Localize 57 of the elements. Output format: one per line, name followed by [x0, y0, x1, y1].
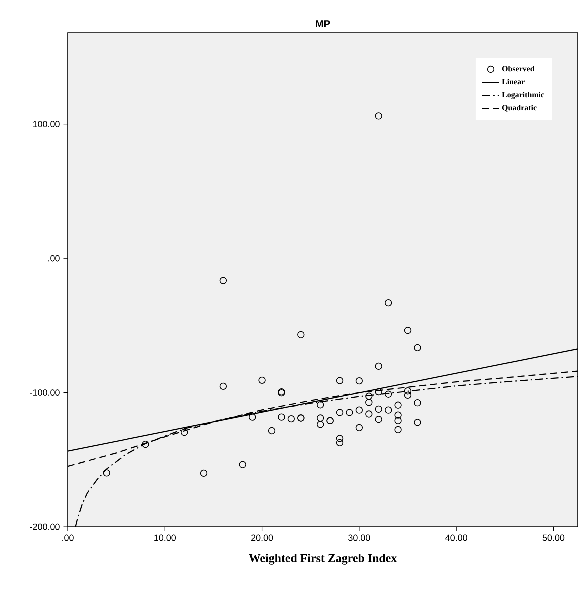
point: [288, 415, 296, 423]
point: [404, 392, 412, 400]
y-tick-label: -200.00: [30, 524, 60, 530]
y-tick-label: -100.00: [30, 390, 60, 396]
point: [258, 376, 266, 384]
point: [375, 416, 382, 424]
point: [375, 112, 382, 120]
point: [375, 406, 382, 413]
point: [384, 390, 392, 398]
point: [316, 402, 324, 409]
point: [142, 440, 150, 448]
point: [366, 399, 373, 406]
point: [336, 435, 344, 442]
point: [316, 414, 324, 422]
point: [336, 439, 344, 447]
point: [414, 400, 422, 407]
point: [414, 419, 422, 426]
point: [248, 414, 256, 421]
point: [268, 427, 276, 435]
point: [414, 344, 422, 352]
point: [356, 424, 364, 432]
point: [239, 461, 246, 468]
chart-title: MP: [316, 20, 330, 28]
point: [394, 412, 402, 419]
point: [356, 406, 364, 414]
x-tick-label: 40.00: [446, 534, 468, 542]
point: [366, 392, 373, 400]
point: [404, 388, 412, 395]
point: [220, 277, 228, 284]
point: [375, 388, 382, 396]
x-tick-label: 50.00: [542, 534, 565, 542]
x-axis-title: Weighted First Zagreb Index: [249, 554, 398, 565]
point: [278, 414, 286, 421]
point: [180, 429, 188, 436]
point: [394, 426, 402, 434]
point: [384, 300, 392, 307]
point: [404, 327, 412, 334]
point: [366, 410, 373, 418]
y-tick-label: 100.00: [33, 121, 60, 128]
y-tick-label: .00: [48, 255, 60, 262]
point: [103, 470, 110, 477]
point: [220, 382, 228, 390]
point: [384, 406, 392, 414]
point: [336, 377, 344, 384]
x-tick-label: 20.00: [252, 534, 274, 542]
point: [336, 409, 344, 416]
point: [200, 470, 208, 478]
x-tick-label: 30.00: [348, 534, 370, 542]
point: [394, 402, 402, 409]
point: [375, 362, 382, 370]
x-tick-label: 10.00: [154, 534, 176, 542]
x-tick-label: .00: [62, 534, 74, 542]
point: [346, 409, 354, 416]
point: [298, 331, 305, 338]
point: [356, 377, 364, 385]
point: [316, 421, 324, 428]
point: [394, 417, 402, 425]
